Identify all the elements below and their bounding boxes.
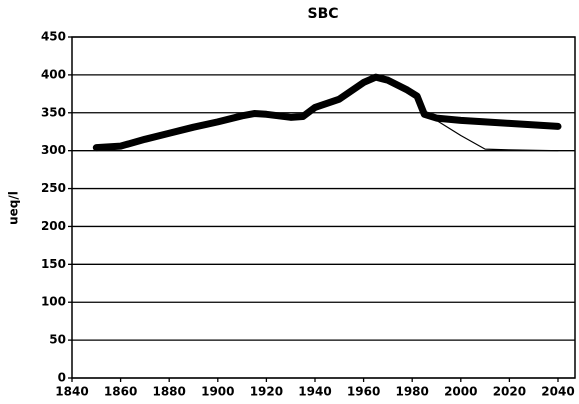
x-tick-label: 1940 xyxy=(298,385,331,399)
y-tick-label: 450 xyxy=(41,30,66,44)
y-tick-label: 300 xyxy=(41,143,66,157)
y-tick-label: 50 xyxy=(49,333,66,347)
x-tick-label: 1900 xyxy=(201,385,234,399)
x-tick-label: 1960 xyxy=(347,385,380,399)
x-tick-label: 1860 xyxy=(104,385,137,399)
x-tick-label: 1980 xyxy=(395,385,428,399)
x-tick-label: 2020 xyxy=(493,385,526,399)
y-tick-label: 0 xyxy=(58,371,66,385)
data-line xyxy=(423,113,559,152)
y-axis-label: ueq/l xyxy=(7,191,21,225)
x-tick-label: 1840 xyxy=(55,385,88,399)
data-line xyxy=(92,73,562,152)
x-tick-label: 1920 xyxy=(250,385,283,399)
y-tick-label: 150 xyxy=(41,257,66,271)
x-tick-label: 2040 xyxy=(541,385,574,399)
y-tick-label: 200 xyxy=(41,219,66,233)
y-tick-label: 100 xyxy=(41,295,66,309)
plot-frame xyxy=(71,36,576,379)
x-tick-label: 1880 xyxy=(152,385,185,399)
y-tick-label: 400 xyxy=(41,67,66,81)
y-tick-label: 350 xyxy=(41,105,66,119)
y-tick-label: 250 xyxy=(41,181,66,195)
x-tick-label: 2000 xyxy=(444,385,477,399)
chart-title: SBC xyxy=(307,6,338,22)
